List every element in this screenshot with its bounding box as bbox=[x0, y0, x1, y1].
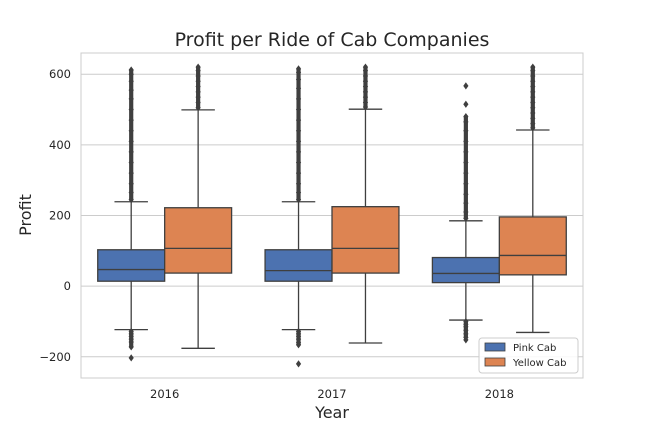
box-pink-cab-2018 bbox=[431, 82, 500, 344]
chart-title: Profit per Ride of Cab Companies bbox=[175, 29, 490, 51]
x-tick-label: 2016 bbox=[150, 387, 179, 401]
outlier-point bbox=[463, 336, 469, 344]
box-pink-cab-2016 bbox=[97, 66, 166, 362]
outlier-point bbox=[463, 100, 469, 108]
box-yellow-cab-2017 bbox=[331, 63, 400, 344]
y-tick-label: 400 bbox=[49, 138, 71, 152]
x-axis-label: Year bbox=[314, 403, 349, 422]
y-tick-label: −200 bbox=[39, 350, 71, 364]
plot-area bbox=[97, 63, 567, 368]
legend-swatch-pink-cab bbox=[484, 342, 506, 352]
outlier-point bbox=[128, 354, 134, 362]
outlier-point bbox=[463, 82, 469, 90]
outlier-point bbox=[295, 360, 302, 368]
box-yellow-cab-2016 bbox=[164, 63, 233, 349]
box-iqr bbox=[331, 206, 400, 274]
y-axis-label: Profit bbox=[16, 194, 35, 236]
box-pink-cab-2017 bbox=[264, 65, 333, 368]
box-iqr bbox=[97, 249, 166, 282]
x-axis-ticks: 2016 2017 2018 bbox=[150, 387, 514, 401]
y-axis-ticks: −200 0 200 400 600 bbox=[39, 67, 71, 364]
box-iqr bbox=[264, 249, 333, 282]
y-tick-label: 0 bbox=[64, 279, 71, 293]
legend-entry-pink-cab: Pink Cab bbox=[513, 343, 556, 354]
box-iqr bbox=[498, 216, 567, 276]
plot-frame bbox=[80, 52, 584, 379]
x-tick-label: 2018 bbox=[485, 387, 514, 401]
legend-entry-yellow-cab: Yellow Cab bbox=[512, 358, 566, 369]
box-iqr bbox=[431, 256, 500, 284]
y-tick-label: 200 bbox=[49, 209, 71, 223]
legend: Pink Cab Yellow Cab bbox=[478, 337, 579, 374]
y-tick-label: 600 bbox=[49, 67, 71, 81]
x-tick-label: 2017 bbox=[317, 387, 346, 401]
legend-swatch-yellow-cab bbox=[484, 357, 506, 367]
box-yellow-cab-2018 bbox=[498, 63, 567, 334]
box-iqr bbox=[164, 207, 233, 274]
